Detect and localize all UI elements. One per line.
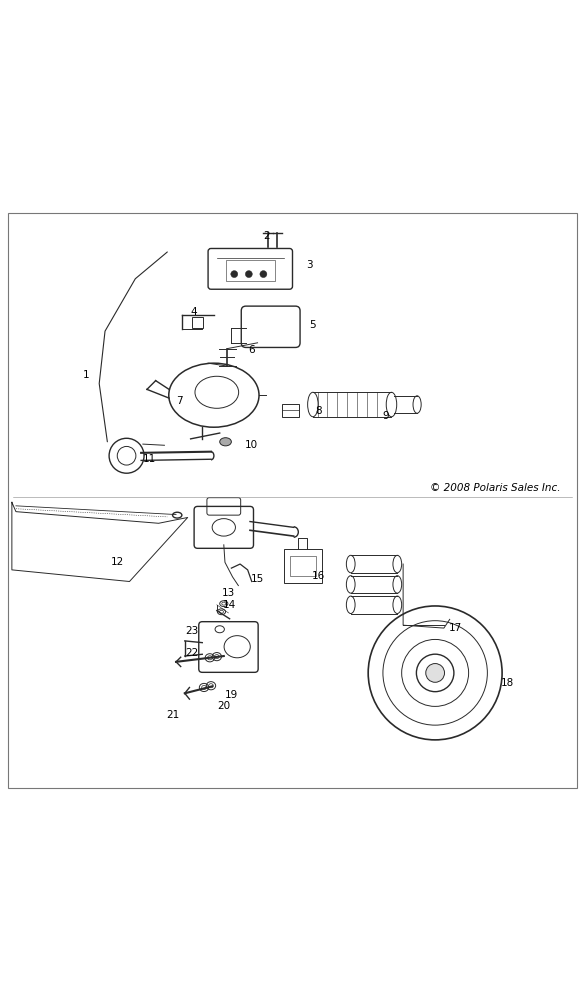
Bar bbox=[282, 404, 300, 417]
Bar bbox=[290, 556, 316, 576]
Text: 16: 16 bbox=[312, 571, 325, 581]
Text: 18: 18 bbox=[501, 678, 515, 688]
Text: 21: 21 bbox=[167, 710, 180, 720]
Circle shape bbox=[426, 664, 445, 682]
Circle shape bbox=[245, 271, 252, 278]
Text: 13: 13 bbox=[222, 588, 235, 598]
Text: 20: 20 bbox=[217, 701, 230, 711]
Text: 12: 12 bbox=[111, 557, 125, 567]
Circle shape bbox=[260, 271, 267, 278]
Text: 8: 8 bbox=[315, 406, 322, 416]
Ellipse shape bbox=[220, 438, 231, 446]
Text: 17: 17 bbox=[449, 623, 462, 633]
Text: 7: 7 bbox=[176, 396, 183, 406]
Text: 4: 4 bbox=[190, 307, 197, 317]
Bar bbox=[192, 317, 203, 328]
Text: 6: 6 bbox=[249, 345, 255, 355]
Text: 15: 15 bbox=[251, 574, 264, 584]
Bar bbox=[226, 260, 275, 281]
Text: 9: 9 bbox=[383, 411, 389, 421]
Text: 10: 10 bbox=[245, 440, 259, 450]
Text: 2: 2 bbox=[263, 231, 270, 241]
Circle shape bbox=[231, 271, 238, 278]
Text: 5: 5 bbox=[309, 320, 316, 330]
Text: 1: 1 bbox=[82, 370, 89, 380]
Text: 14: 14 bbox=[223, 600, 236, 610]
Text: 23: 23 bbox=[185, 626, 199, 636]
Text: 22: 22 bbox=[185, 648, 199, 658]
Text: © 2008 Polaris Sales Inc.: © 2008 Polaris Sales Inc. bbox=[430, 483, 560, 493]
Bar bbox=[284, 549, 322, 583]
Text: 3: 3 bbox=[307, 260, 314, 270]
Text: 11: 11 bbox=[143, 454, 156, 464]
Text: 19: 19 bbox=[225, 690, 238, 700]
